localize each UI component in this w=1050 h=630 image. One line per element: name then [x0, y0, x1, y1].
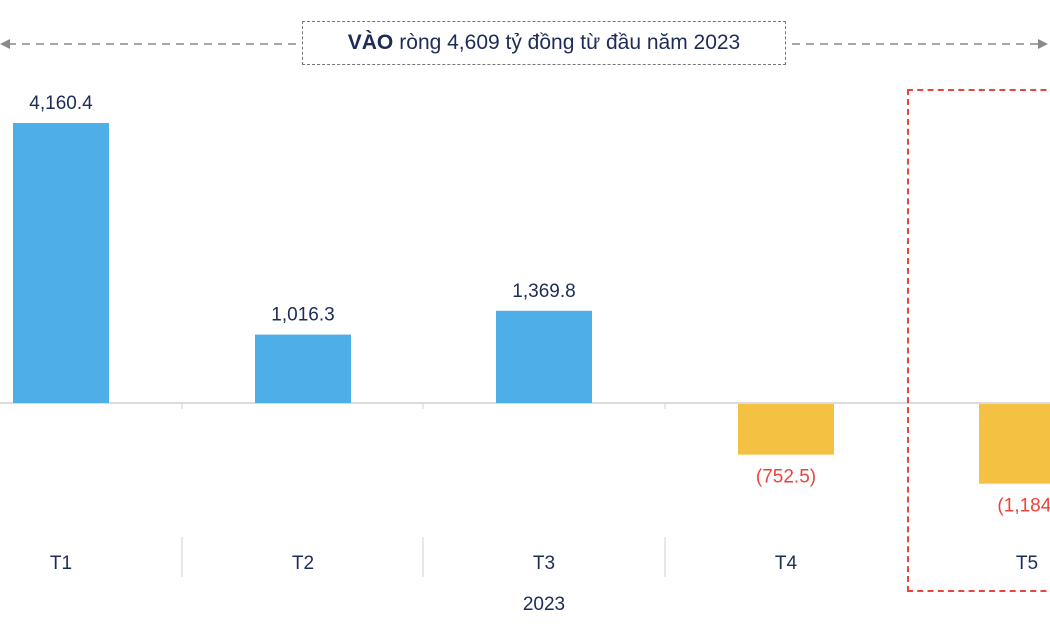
category-label-t4: T4 [775, 553, 798, 574]
banner-arrow [0, 39, 1048, 49]
data-label-t1: 4,160.4 [29, 93, 93, 114]
data-label-t4: (752.5) [756, 467, 816, 488]
category-label-t3: T3 [533, 553, 555, 574]
bar-t3 [496, 310, 592, 403]
bar-t5 [979, 404, 1050, 484]
category-label-t1: T1 [50, 553, 72, 574]
bar-t2 [255, 334, 351, 403]
data-label-t3: 1,369.8 [512, 281, 575, 302]
bar-t4 [738, 404, 834, 455]
data-label-t5: (1,184. [997, 496, 1050, 517]
bar-t1 [13, 123, 109, 404]
t5-highlight-box [907, 89, 1050, 592]
banner-bold-text: VÀO [347, 31, 394, 54]
category-label-t2: T2 [292, 553, 314, 574]
group-label: 2023 [523, 594, 565, 615]
banner-text: ròng 4,609 tỷ đồng từ đầu năm 2023 [399, 31, 741, 54]
category-label-t5: T5 [1016, 553, 1038, 574]
summary-banner: VÀO ròng 4,609 tỷ đồng từ đầu năm 2023 [302, 21, 786, 65]
data-label-t2: 1,016.3 [271, 305, 334, 326]
